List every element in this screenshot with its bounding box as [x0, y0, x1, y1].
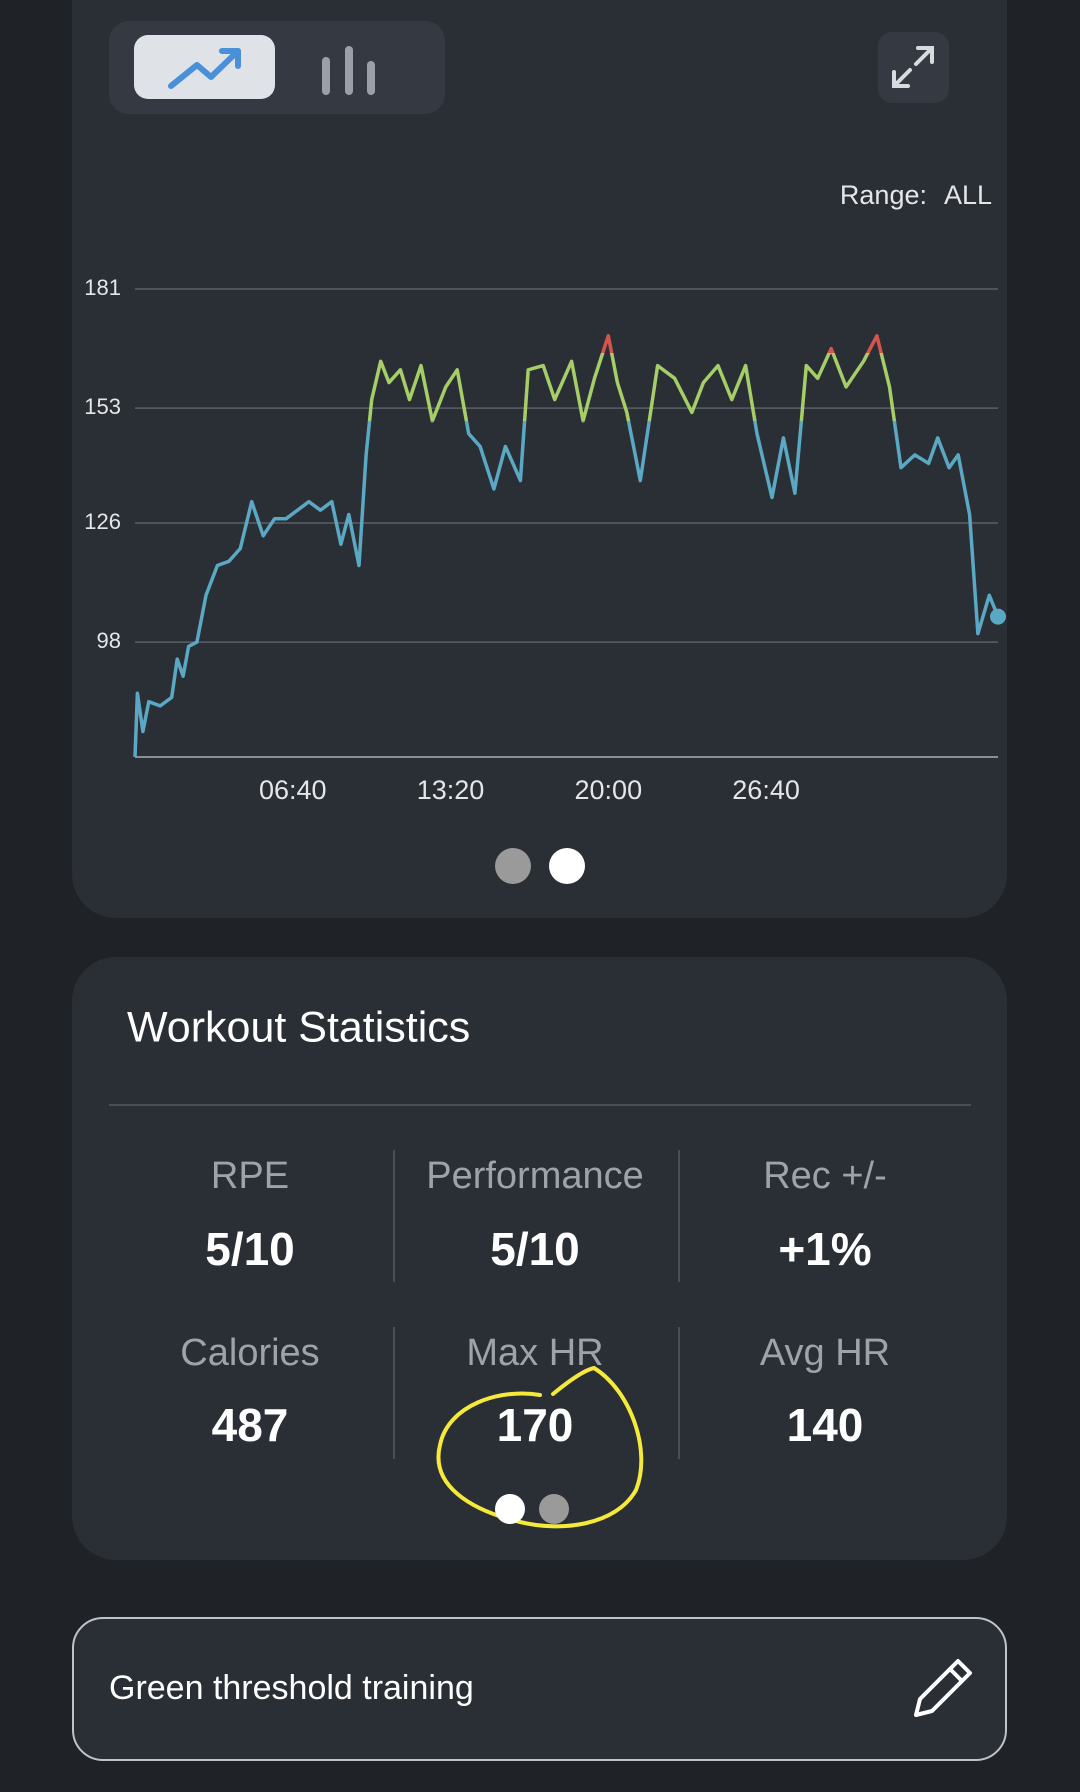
expand-button[interactable] [878, 32, 949, 103]
stats-grid: RPE 5/10 Performance 5/10 Rec +/- +1% Calories… [180, 1155, 890, 1451]
y-tick-label: 126 [84, 509, 121, 534]
column-dividers [393, 1150, 680, 1459]
page-dot-active[interactable] [495, 1494, 525, 1524]
trend-icon [168, 48, 241, 89]
line-mode-button[interactable] [134, 35, 275, 99]
stats-title: Workout Statistics [127, 1003, 470, 1051]
expand-icon [892, 46, 934, 88]
heart-rate-line [133, 334, 1000, 758]
stat-label: Max HR [466, 1332, 603, 1374]
x-tick-label: 20:00 [575, 775, 643, 805]
stat-value: 5/10 [490, 1223, 580, 1275]
y-tick-label: 98 [97, 628, 121, 653]
stat-value: 487 [212, 1399, 289, 1451]
stat-label: Rec +/- [763, 1155, 887, 1197]
chart-card [72, 0, 1007, 918]
range-label: Range: [840, 180, 927, 210]
edit-icon[interactable] [914, 1659, 972, 1717]
y-tick-label: 181 [84, 275, 121, 300]
annotation-circle [436, 1365, 644, 1529]
note-text: Green threshold training [109, 1669, 474, 1707]
page-dot[interactable] [539, 1494, 569, 1524]
bar-mode-button[interactable] [322, 46, 375, 95]
stat-label: Avg HR [760, 1332, 890, 1374]
y-tick-label: 153 [84, 394, 121, 419]
stat-value: 170 [497, 1399, 574, 1451]
end-point [990, 608, 1006, 625]
x-tick-label: 13:20 [417, 775, 485, 805]
stat-value: +1% [778, 1223, 871, 1275]
x-tick-label: 06:40 [259, 775, 327, 805]
stat-label: RPE [211, 1155, 289, 1197]
stat-value: 140 [787, 1399, 864, 1451]
note-box[interactable] [72, 1617, 1007, 1761]
range-value[interactable]: ALL [944, 180, 992, 210]
heart-rate-chart: 98 126 153 181 06:40 13:20 20:00 26:40 [84, 275, 1006, 805]
page-dot[interactable] [495, 848, 531, 884]
x-tick-label: 26:40 [732, 775, 800, 805]
stat-label: Performance [426, 1155, 644, 1197]
page-dot-active[interactable] [549, 848, 585, 884]
stats-card [72, 957, 1007, 1560]
stat-label: Calories [180, 1332, 319, 1374]
stat-value: 5/10 [205, 1223, 295, 1275]
